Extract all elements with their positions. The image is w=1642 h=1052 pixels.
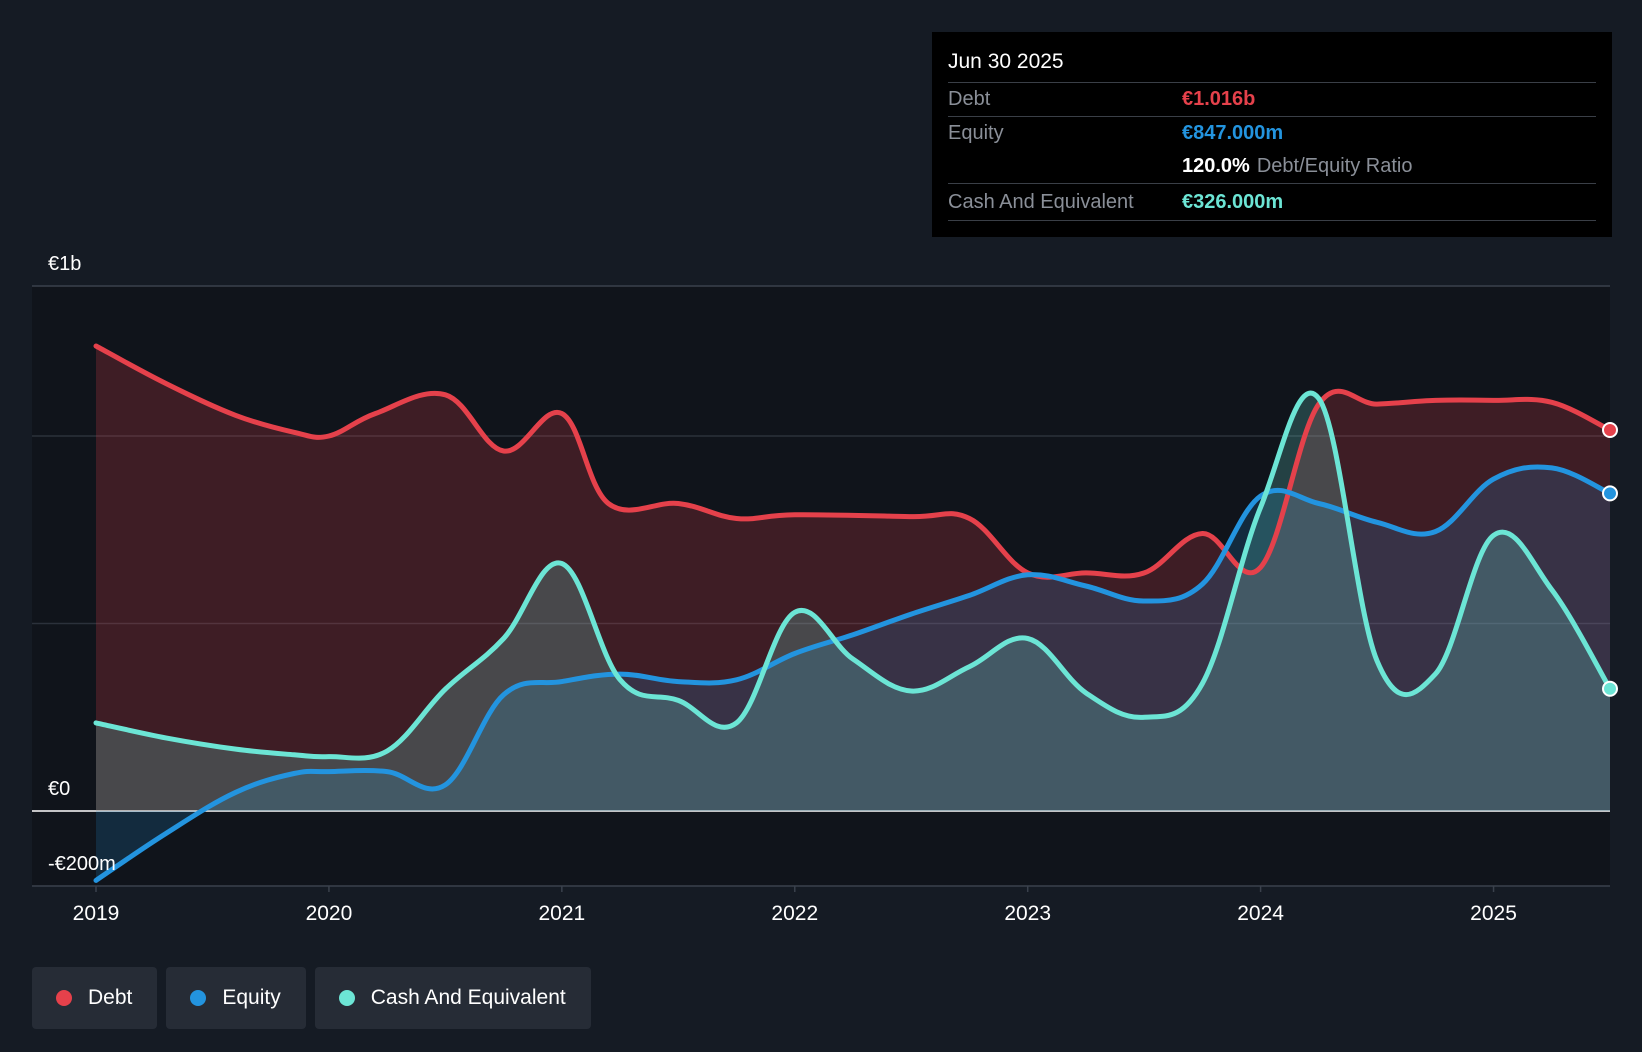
y-tick-label: -€200m (48, 853, 116, 875)
x-tick-label: 2024 (1237, 902, 1284, 925)
debt-end-point (1602, 422, 1618, 438)
equity-line (93, 464, 1613, 883)
legend-item-cash[interactable]: Cash And Equivalent (314, 967, 591, 1029)
chart-legend: Debt Equity Cash And Equivalent (32, 967, 591, 1029)
series-areas (96, 346, 1610, 881)
debt-area (96, 346, 1610, 811)
equity-area (96, 466, 1610, 881)
tooltip-ratio-value: 120.0% (1182, 155, 1250, 177)
series-end-markers (1602, 422, 1618, 697)
tooltip-date: Jun 30 2025 (948, 50, 1064, 73)
equity-dot-icon (190, 990, 207, 1006)
tooltip-cash-value: €326.000m (1182, 191, 1284, 213)
legend-item-equity[interactable]: Equity (166, 967, 306, 1029)
tooltip-equity-label: Equity (948, 122, 1004, 144)
x-tick-label: 2023 (1004, 902, 1051, 925)
debt-dot-icon (56, 990, 72, 1006)
y-axis-labels: €1b €0 -€200m (48, 253, 116, 875)
x-tick-label: 2022 (771, 902, 818, 925)
tooltip-debt-value: €1.016b (1182, 88, 1256, 110)
x-tick-label: 2020 (306, 902, 353, 925)
tooltip-cash-row: Cash And Equivalent €326.000m (948, 183, 1596, 221)
tooltip-cash-label: Cash And Equivalent (948, 191, 1134, 213)
tooltip-debt-label: Debt (948, 88, 991, 110)
tooltip-ratio-row: 120.0% Debt/Equity Ratio (948, 150, 1596, 183)
tooltip-equity-row: Equity €847.000m (948, 116, 1596, 150)
tooltip-equity-value: €847.000m (1182, 122, 1284, 144)
cash-end-point (1602, 680, 1618, 697)
legend-cash-label: Cash And Equivalent (370, 986, 566, 1009)
legend-equity-label: Equity (222, 986, 281, 1009)
tooltip-debt-row: Debt €1.016b (948, 82, 1596, 116)
y-tick-label: €0 (48, 778, 70, 800)
y-tick-label: €1b (48, 253, 81, 275)
equity-end-point (1602, 485, 1618, 502)
tooltip-ratio-label: Debt/Equity Ratio (1256, 155, 1413, 177)
debt-line (93, 343, 1613, 580)
legend-item-debt[interactable]: Debt (32, 967, 158, 1029)
plot-background (32, 286, 1610, 886)
cash-dot-icon (338, 990, 355, 1006)
debt-equity-chart: €1b €0 -€200m 2019 2020 2021 2022 2023 2024 2025 (32, 253, 1618, 925)
legend-debt-label: Debt (88, 986, 133, 1009)
cash-area (96, 393, 1610, 811)
series-lines (93, 343, 1613, 883)
x-tick-label: 2021 (538, 902, 585, 925)
x-tick-label: 2025 (1470, 902, 1517, 925)
cash-line (93, 390, 1613, 761)
x-axis-labels: 2019 2020 2021 2022 2023 2024 2025 (73, 886, 1517, 925)
x-tick-label: 2019 (73, 902, 120, 925)
tooltip-panel: Jun 30 2025 Debt €1.016b Equity €847.000… (932, 32, 1612, 237)
